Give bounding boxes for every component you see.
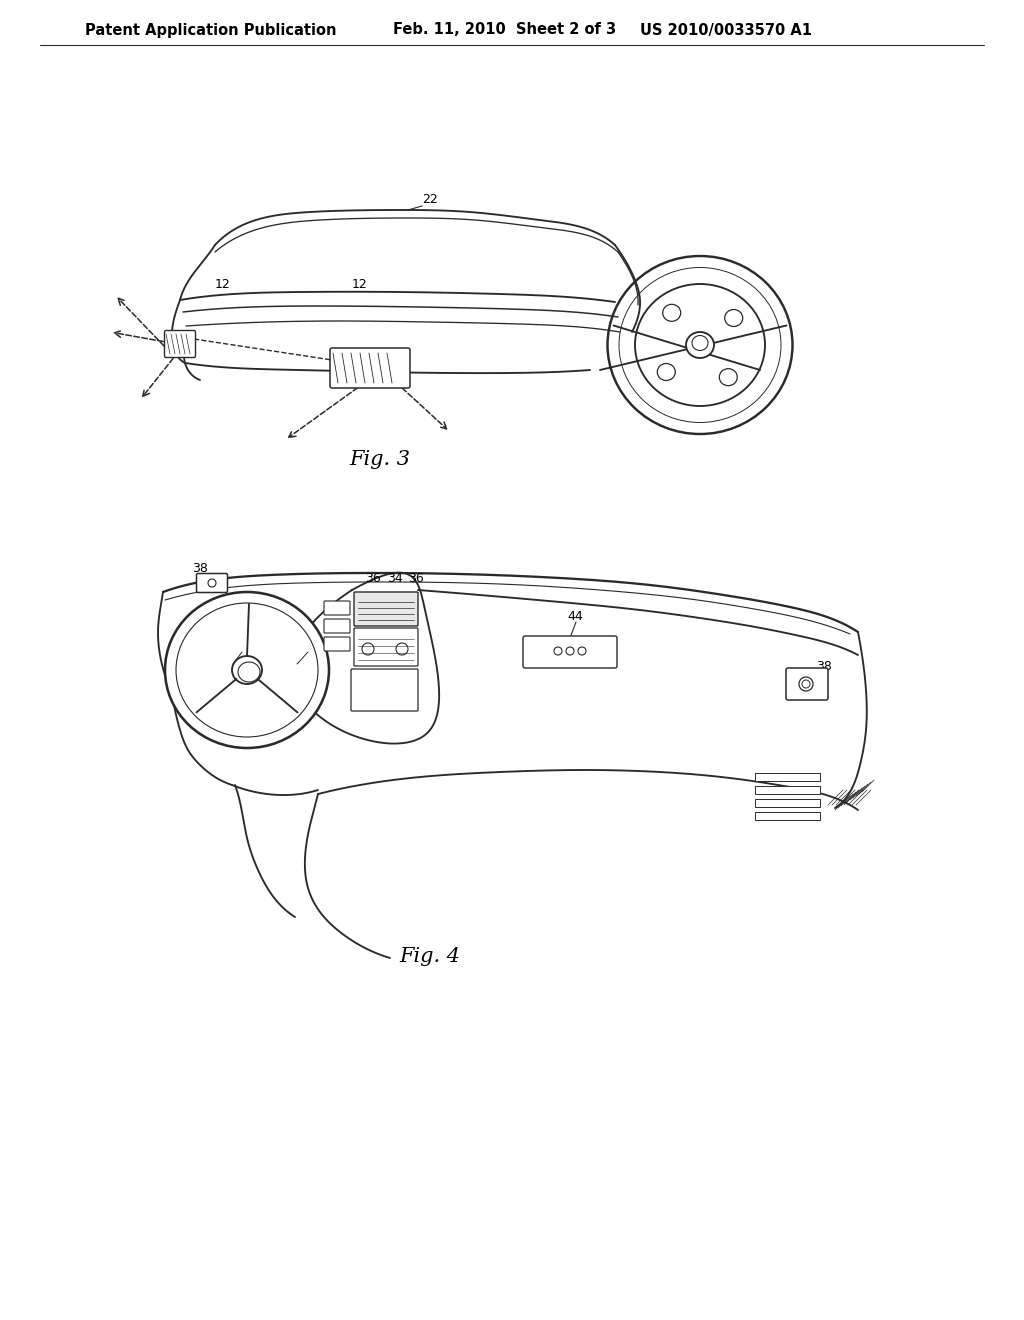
Ellipse shape	[607, 256, 793, 434]
Text: Patent Application Publication: Patent Application Publication	[85, 22, 337, 37]
Bar	[755, 812, 820, 820]
Text: Feb. 11, 2010  Sheet 2 of 3: Feb. 11, 2010 Sheet 2 of 3	[393, 22, 616, 37]
FancyBboxPatch shape	[324, 638, 350, 651]
Ellipse shape	[276, 644, 318, 684]
FancyBboxPatch shape	[354, 591, 418, 626]
Ellipse shape	[232, 656, 262, 684]
Ellipse shape	[254, 652, 276, 672]
Text: 36: 36	[366, 572, 381, 585]
Text: Fig. 3: Fig. 3	[349, 450, 411, 469]
Text: 36: 36	[409, 572, 424, 585]
Ellipse shape	[657, 363, 675, 380]
FancyBboxPatch shape	[324, 619, 350, 634]
FancyBboxPatch shape	[786, 668, 828, 700]
Text: US 2010/0033570 A1: US 2010/0033570 A1	[640, 22, 812, 37]
Ellipse shape	[176, 603, 318, 737]
FancyBboxPatch shape	[354, 628, 418, 667]
Ellipse shape	[686, 333, 714, 358]
FancyBboxPatch shape	[324, 601, 350, 615]
Text: 12: 12	[352, 279, 368, 290]
Ellipse shape	[238, 663, 260, 682]
FancyBboxPatch shape	[351, 669, 418, 711]
Ellipse shape	[212, 644, 254, 684]
Ellipse shape	[692, 335, 708, 351]
FancyBboxPatch shape	[330, 348, 410, 388]
Ellipse shape	[635, 284, 765, 407]
Text: 34: 34	[387, 572, 402, 585]
Text: 38: 38	[816, 660, 831, 673]
Text: 22: 22	[422, 193, 438, 206]
FancyBboxPatch shape	[523, 636, 617, 668]
Text: 12: 12	[215, 279, 230, 290]
Text: 12B: 12B	[248, 702, 271, 715]
Ellipse shape	[208, 623, 323, 708]
Ellipse shape	[618, 268, 781, 422]
Text: 44: 44	[567, 610, 583, 623]
Ellipse shape	[719, 368, 737, 385]
Bar	[755, 799, 820, 807]
Text: 38: 38	[193, 562, 208, 576]
Ellipse shape	[165, 591, 329, 748]
Ellipse shape	[663, 305, 681, 321]
FancyBboxPatch shape	[197, 573, 227, 593]
FancyBboxPatch shape	[165, 330, 196, 358]
Bar	[755, 774, 820, 781]
Text: Fig. 4: Fig. 4	[399, 946, 461, 966]
Ellipse shape	[725, 309, 742, 326]
Bar	[755, 785, 820, 795]
